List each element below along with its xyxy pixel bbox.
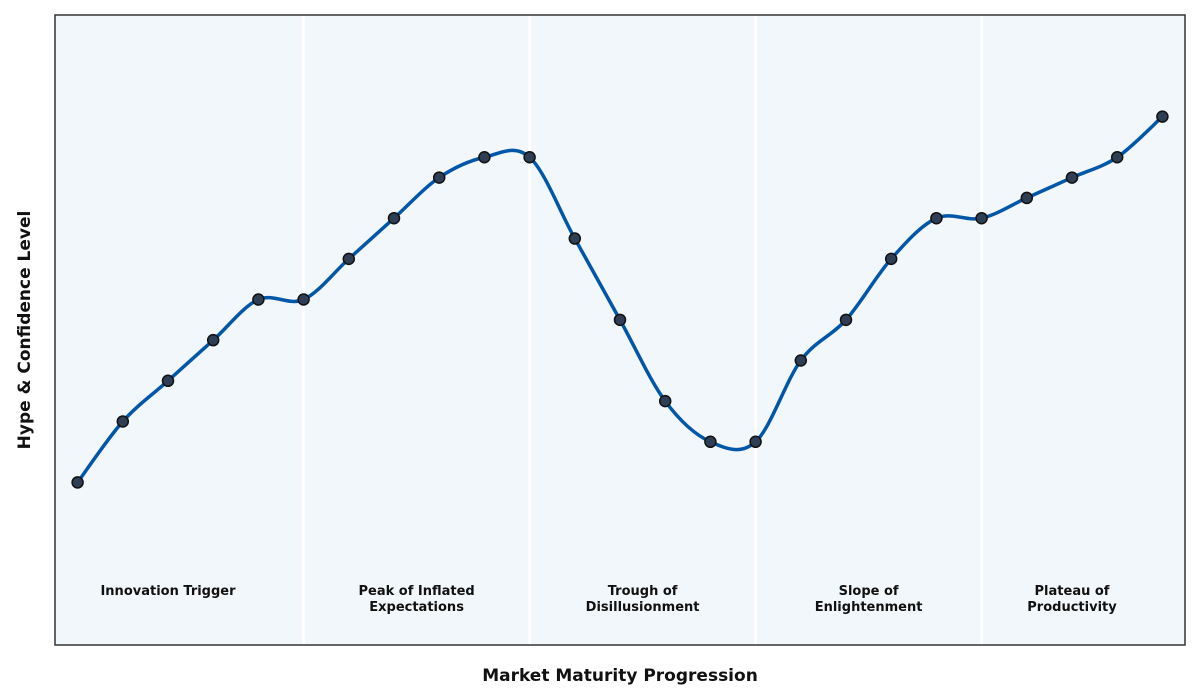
phase-label: Plateau of Productivity bbox=[1027, 584, 1117, 615]
data-point bbox=[1110, 151, 1124, 164]
data-point bbox=[71, 476, 84, 489]
plot-background bbox=[55, 15, 1185, 645]
phase-label: Slope of Enlightenment bbox=[815, 584, 923, 615]
data-point bbox=[478, 151, 491, 164]
data-point bbox=[116, 415, 130, 428]
phase-label: Peak of Inflated Expectations bbox=[358, 584, 474, 615]
data-point bbox=[613, 313, 627, 327]
data-point bbox=[794, 354, 808, 367]
data-point bbox=[1156, 110, 1169, 123]
data-point bbox=[523, 151, 536, 164]
data-point bbox=[884, 252, 898, 266]
plot-frame bbox=[54, 14, 1186, 646]
y-axis-label: Hype & Confidence Level bbox=[15, 211, 35, 450]
data-point bbox=[432, 171, 446, 184]
data-point bbox=[252, 293, 265, 306]
data-point bbox=[658, 394, 672, 408]
data-point bbox=[1020, 191, 1034, 205]
data-point bbox=[161, 374, 175, 388]
data-point bbox=[839, 313, 853, 327]
phase-regions: Innovation Trigger Peak of Inflated Expect… bbox=[100, 15, 1117, 645]
data-point bbox=[387, 211, 401, 225]
data-point bbox=[568, 232, 582, 245]
data-point bbox=[749, 435, 762, 449]
x-axis-label: Market Maturity Progression bbox=[482, 666, 758, 686]
phase-label: Innovation Trigger bbox=[100, 584, 236, 599]
data-point bbox=[975, 211, 988, 225]
data-points bbox=[71, 110, 1169, 489]
data-point bbox=[206, 333, 220, 347]
data-point bbox=[930, 211, 943, 225]
phase-label: Trough of Disillusionment bbox=[586, 584, 700, 615]
data-point bbox=[1065, 171, 1079, 184]
data-point bbox=[297, 293, 310, 306]
data-point bbox=[704, 435, 717, 449]
data-point bbox=[342, 252, 356, 266]
